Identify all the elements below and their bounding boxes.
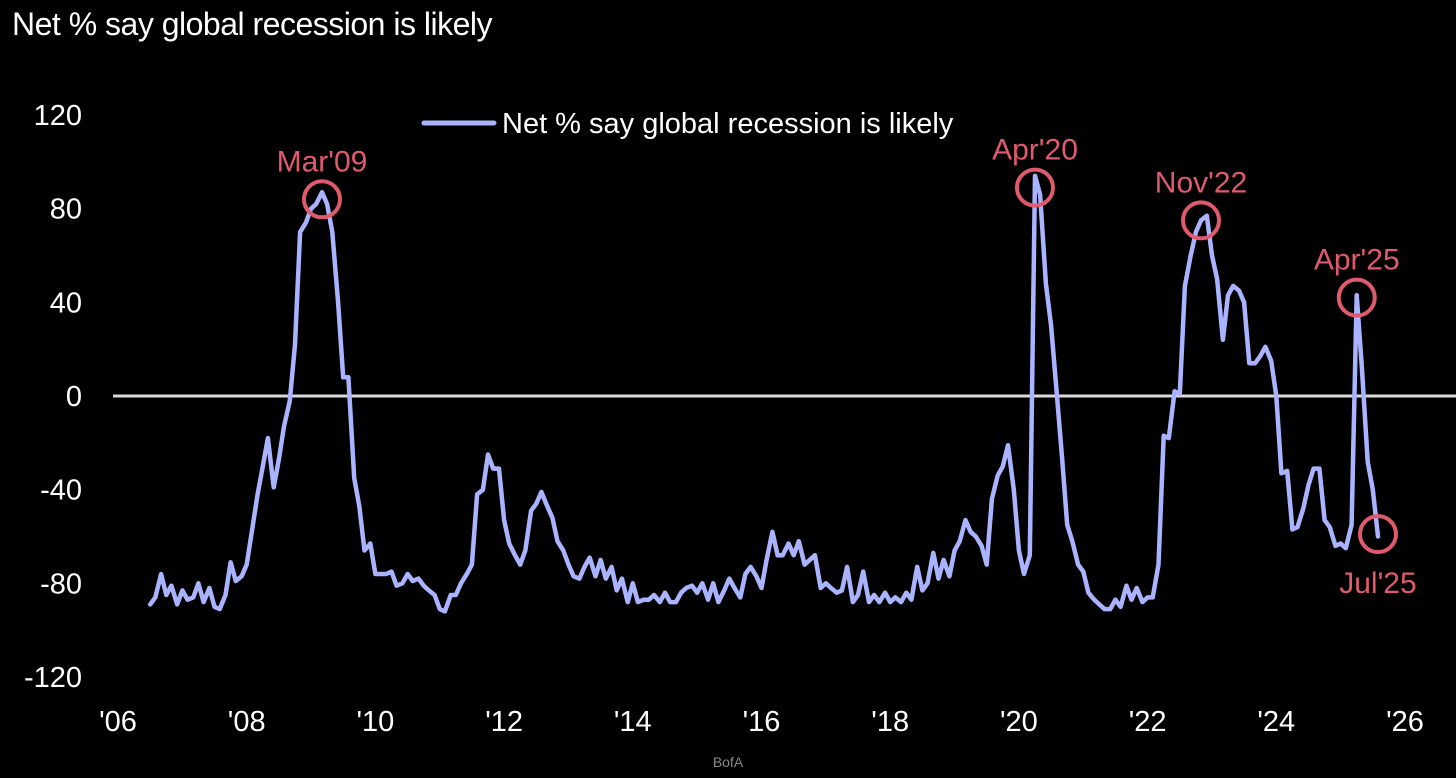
x-tick-label: '24 [1257, 706, 1295, 738]
legend: Net % say global recession is likely [421, 108, 954, 140]
legend-label: Net % say global recession is likely [502, 108, 954, 140]
series-layer [147, 173, 1381, 614]
annotation-circle [1357, 514, 1398, 555]
y-tick-label: 120 [34, 100, 82, 132]
chart-title: Net % say global recession is likely [12, 6, 492, 42]
series-line [147, 173, 1381, 614]
annotation-circle [301, 179, 342, 220]
x-tick-label: '22 [1129, 706, 1167, 738]
x-axis: '06 '08 '10 '12 '14 '16 '18 '20 '22 '24 '26 [99, 706, 1424, 738]
annotation-label: Apr'25 [1314, 244, 1400, 277]
y-axis: 120 80 40 0 -40 -80 -120 [24, 100, 82, 694]
annotation-layer: Mar'09 Apr'20 Nov'22 Apr'25 Jul'25 [277, 134, 1417, 601]
annotation-label: Apr'20 [992, 134, 1078, 167]
annotation-circle [1181, 200, 1222, 241]
source-note: BofA [712, 754, 744, 770]
x-tick-label: '06 [99, 706, 137, 738]
y-tick-label: -80 [40, 568, 82, 600]
annotation-label: Jul'25 [1339, 567, 1416, 600]
annotation-label: Mar'09 [277, 145, 368, 178]
annotation-label: Nov'22 [1155, 166, 1247, 199]
x-tick-label: '26 [1386, 706, 1424, 738]
y-tick-label: -40 [40, 475, 82, 507]
x-tick-label: '20 [1000, 706, 1038, 738]
y-tick-label: 80 [50, 194, 82, 226]
y-tick-label: 40 [50, 287, 82, 319]
x-tick-label: '10 [357, 706, 395, 738]
x-tick-label: '16 [743, 706, 781, 738]
x-tick-label: '08 [228, 706, 266, 738]
x-tick-label: '12 [485, 706, 523, 738]
x-tick-label: '14 [614, 706, 652, 738]
y-tick-label: -120 [24, 662, 82, 694]
annotation-circle [1014, 167, 1055, 208]
x-tick-label: '18 [871, 706, 909, 738]
y-tick-label: 0 [66, 381, 82, 413]
annotation-circle [1336, 277, 1377, 318]
